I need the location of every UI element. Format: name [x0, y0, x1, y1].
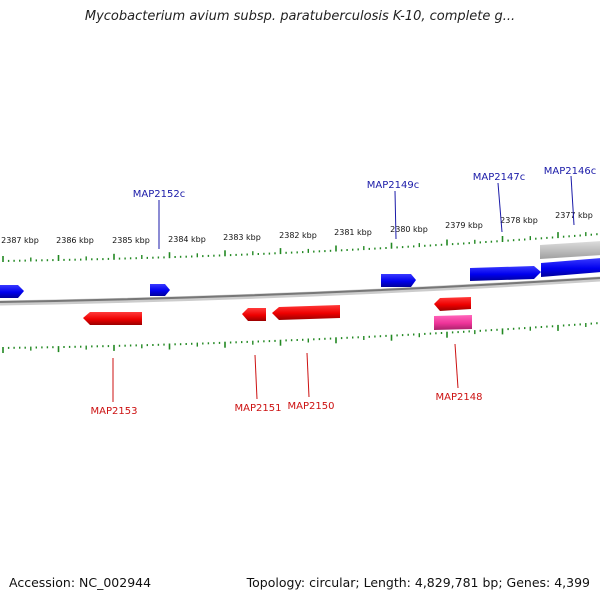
- kbp-label: 2382 kbp: [279, 231, 317, 240]
- reverse-gene-arrow[interactable]: [272, 305, 340, 320]
- rna-gene-bar[interactable]: [434, 315, 472, 330]
- gene-label-map2146c: MAP2146c: [544, 166, 596, 177]
- kbp-label: 2383 kbp: [223, 233, 261, 242]
- forward-gene-arrow[interactable]: [541, 258, 600, 277]
- scale-ticks-top: [2, 232, 598, 262]
- forward-gene-labels: MAP2152c MAP2149c MAP2147c MAP2146c: [133, 166, 596, 249]
- gene-leader-line: [497, 182, 503, 233]
- gene-leader-line: [570, 175, 575, 226]
- kbp-label: 2385 kbp: [112, 236, 150, 245]
- kbp-label: 2384 kbp: [168, 235, 206, 244]
- grey-feature-bar: [540, 241, 600, 259]
- forward-strand-features: [0, 241, 600, 298]
- gene-leader-line: [394, 190, 397, 240]
- kbp-label: 2387 kbp: [1, 236, 39, 245]
- reverse-gene-arrow[interactable]: [242, 308, 266, 321]
- gene-label-map2147c: MAP2147c: [473, 172, 525, 183]
- scale-ticks-bottom: [2, 322, 598, 353]
- forward-gene-arrow[interactable]: [150, 284, 170, 296]
- reverse-strand-features: [83, 297, 472, 330]
- reverse-gene-arrow[interactable]: [83, 312, 142, 325]
- kbp-label: 2386 kbp: [56, 236, 94, 245]
- gene-label-map2150: MAP2150: [288, 401, 335, 412]
- accession-label: Accession: NC_002944: [9, 575, 152, 590]
- forward-gene-arrow[interactable]: [381, 274, 416, 287]
- kbp-label: 2381 kbp: [334, 228, 372, 237]
- gene-label-map2153: MAP2153: [91, 406, 138, 417]
- gene-label-map2149c: MAP2149c: [367, 180, 419, 191]
- genome-backbone: [0, 276, 600, 306]
- kbp-label: 2380 kbp: [390, 225, 428, 234]
- gene-leader-line: [306, 352, 310, 398]
- kbp-label: 2379 kbp: [445, 221, 483, 230]
- gene-label-map2148: MAP2148: [436, 392, 483, 403]
- kbp-label: 2377 kbp: [555, 211, 593, 220]
- gene-label-map2151: MAP2151: [235, 403, 282, 414]
- gene-label-map2152c: MAP2152c: [133, 189, 185, 200]
- forward-gene-arrow[interactable]: [0, 285, 24, 298]
- scale-labels: 2387 kbp 2386 kbp 2385 kbp 2384 kbp 2383…: [1, 211, 593, 245]
- gene-leader-line: [454, 343, 459, 389]
- reverse-gene-arrow[interactable]: [434, 297, 471, 311]
- genome-title: Mycobacterium avium subsp. paratuberculo…: [84, 9, 516, 24]
- gene-leader-line: [254, 354, 258, 400]
- reverse-gene-labels: MAP2153 MAP2151 MAP2150 MAP2148: [91, 343, 483, 417]
- genome-summary: Topology: circular; Length: 4,829,781 bp…: [246, 575, 590, 590]
- forward-gene-arrow[interactable]: [470, 266, 541, 281]
- kbp-label: 2378 kbp: [500, 216, 538, 225]
